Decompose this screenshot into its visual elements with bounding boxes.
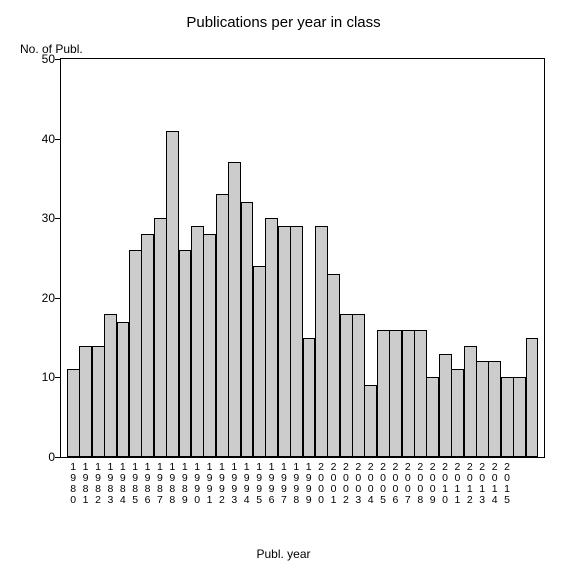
x-tick-label: 1985 (130, 462, 140, 506)
y-tick-mark (55, 377, 60, 378)
bar (141, 234, 154, 457)
x-tick-label: 2009 (428, 462, 438, 506)
bar (191, 226, 204, 457)
bar (154, 218, 167, 457)
x-tick-label: 1986 (143, 462, 153, 506)
x-tick-label: 2004 (366, 462, 376, 506)
x-tick-label: 2014 (490, 462, 500, 506)
bar (389, 330, 402, 457)
x-tick-label: 1993 (229, 462, 239, 506)
x-tick-label: 1994 (242, 462, 252, 506)
x-tick-label: 2013 (477, 462, 487, 506)
x-tick-label: 1987 (155, 462, 165, 506)
bar (179, 250, 192, 457)
bar (303, 338, 316, 457)
bar (364, 385, 377, 457)
x-tick-label: 2008 (415, 462, 425, 506)
x-tick-label: 1991 (205, 462, 215, 506)
y-tick-mark (55, 457, 60, 458)
x-tick-label: 1980 (68, 462, 78, 506)
bar (265, 218, 278, 457)
bar (464, 346, 477, 457)
x-tick-label: 2007 (403, 462, 413, 506)
x-tick-label: 1989 (180, 462, 190, 506)
bar (92, 346, 105, 457)
x-tick-label: 1992 (217, 462, 227, 506)
y-tick-mark (55, 139, 60, 140)
bar (414, 330, 427, 457)
y-tick-label: 20 (15, 291, 55, 305)
y-tick-mark (55, 298, 60, 299)
y-tick-mark (55, 59, 60, 60)
x-tick-label: 2005 (378, 462, 388, 506)
bar (104, 314, 117, 457)
x-tick-label: 1982 (93, 462, 103, 506)
chart-container: Publications per year in class No. of Pu… (0, 0, 567, 567)
x-tick-label: 1998 (291, 462, 301, 506)
x-tick-label: 1996 (267, 462, 277, 506)
x-axis-title: Publ. year (0, 547, 567, 561)
bar (67, 369, 80, 457)
x-tick-label: 2011 (452, 462, 462, 506)
x-tick-label: 2000 (316, 462, 326, 506)
bar (79, 346, 92, 457)
x-tick-label: 1995 (254, 462, 264, 506)
plot-area (60, 58, 545, 458)
bar (402, 330, 415, 457)
bar (488, 361, 501, 457)
bar (228, 162, 241, 457)
y-tick-label: 0 (15, 450, 55, 464)
x-tick-label: 2012 (465, 462, 475, 506)
bar (526, 338, 539, 457)
bar (327, 274, 340, 457)
bar (216, 194, 229, 457)
y-tick-label: 30 (15, 211, 55, 225)
x-tick-label: 2015 (502, 462, 512, 506)
y-tick-label: 10 (15, 370, 55, 384)
bar (241, 202, 254, 457)
bar (117, 322, 130, 457)
x-tick-label: 2006 (390, 462, 400, 506)
y-tick-label: 40 (15, 132, 55, 146)
bar (439, 354, 452, 457)
y-tick-label: 50 (15, 52, 55, 66)
x-tick-label: 2002 (341, 462, 351, 506)
bar (513, 377, 526, 457)
x-tick-label: 1997 (279, 462, 289, 506)
bar (426, 377, 439, 457)
x-tick-label: 1999 (304, 462, 314, 506)
bar (278, 226, 291, 457)
bar (501, 377, 514, 457)
x-tick-label: 1983 (105, 462, 115, 506)
bar (203, 234, 216, 457)
bar (129, 250, 142, 457)
bar (315, 226, 328, 457)
bar (166, 131, 179, 457)
bar (476, 361, 489, 457)
bar (451, 369, 464, 457)
bar (253, 266, 266, 457)
x-tick-label: 1990 (192, 462, 202, 506)
x-tick-label: 2010 (440, 462, 450, 506)
chart-title: Publications per year in class (0, 14, 567, 31)
x-tick-label: 1984 (118, 462, 128, 506)
bar (340, 314, 353, 457)
x-tick-label: 2003 (353, 462, 363, 506)
bar (377, 330, 390, 457)
x-tick-label: 1988 (167, 462, 177, 506)
bar (352, 314, 365, 457)
x-tick-label: 2001 (328, 462, 338, 506)
x-tick-label: 1981 (81, 462, 91, 506)
bar (290, 226, 303, 457)
y-tick-mark (55, 218, 60, 219)
